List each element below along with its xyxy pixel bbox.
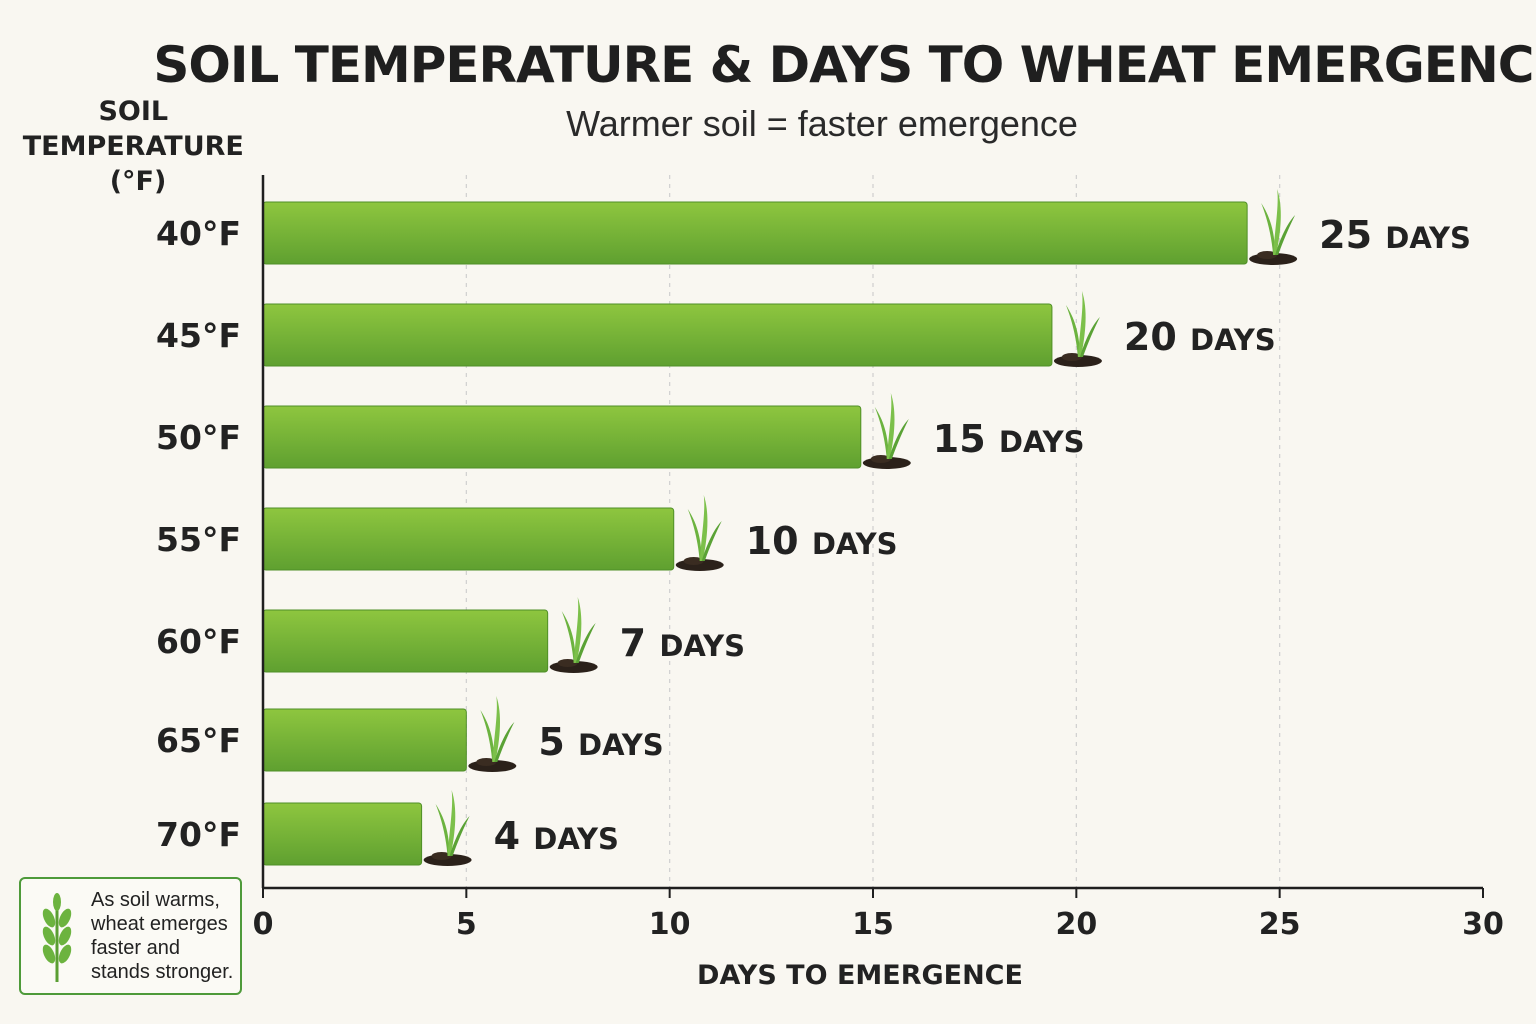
sprout-icon — [423, 790, 472, 866]
x-tick-label-30: 30 — [1462, 907, 1504, 942]
data-label-value: 4 — [494, 814, 534, 858]
info-note: As soil warms, wheat emerges faster and … — [19, 877, 242, 995]
data-label-value: 10 — [746, 519, 812, 563]
data-label-5: 5 DAYS — [538, 720, 663, 764]
category-label-0: 40°F — [156, 214, 241, 253]
data-label-1: 20 DAYS — [1124, 315, 1276, 359]
data-label-value: 25 — [1319, 213, 1385, 257]
sprout-icon — [549, 597, 598, 673]
data-label-6: 4 DAYS — [494, 814, 619, 858]
x-tick-label-10: 10 — [649, 907, 691, 942]
y-axis-title-line-1: SOIL — [98, 96, 168, 127]
category-label-3: 55°F — [156, 520, 241, 559]
bar-2 — [262, 405, 862, 469]
bars: 40°F 25 DAYS 45°F 20 DAYS 50°F 15 DAYS 55°F 10 … — [156, 189, 1471, 866]
bar-4 — [262, 609, 549, 673]
x-tick-label-5: 5 — [456, 907, 477, 942]
category-label-2: 50°F — [156, 418, 241, 457]
sprout-icon — [468, 696, 517, 772]
data-label-value: 7 — [620, 621, 660, 665]
y-axis-title: SOIL TEMPERATURE (°F) — [23, 96, 254, 197]
bar-3 — [262, 507, 675, 571]
data-label-value: 15 — [933, 417, 999, 461]
axes: 0 5 10 15 20 25 30 — [253, 175, 1504, 942]
bar-1 — [262, 303, 1053, 367]
x-tick-label-0: 0 — [253, 907, 274, 942]
x-axis-title: DAYS TO EMERGENCE — [697, 960, 1023, 991]
x-tick-label-15: 15 — [852, 907, 894, 942]
data-label-3: 10 DAYS — [746, 519, 898, 563]
category-label-4: 60°F — [156, 622, 241, 661]
chart-subtitle: Warmer soil = faster emergence — [566, 103, 1078, 144]
data-label-value: 5 — [538, 720, 578, 764]
bar-6 — [262, 802, 423, 866]
data-label-unit: DAYS — [578, 728, 664, 762]
data-label-unit: DAYS — [999, 425, 1085, 459]
data-label-unit: DAYS — [812, 527, 898, 561]
data-label-unit: DAYS — [1190, 323, 1276, 357]
category-label-5: 65°F — [156, 721, 241, 760]
sprout-icon — [675, 495, 724, 571]
data-label-4: 7 DAYS — [620, 621, 745, 665]
data-label-2: 15 DAYS — [933, 417, 1085, 461]
chart-title: SOIL TEMPERATURE & DAYS TO WHEAT EMERGEN… — [153, 36, 1536, 94]
bar-5 — [262, 708, 467, 772]
x-tick-label-25: 25 — [1259, 907, 1301, 942]
data-label-unit: DAYS — [533, 822, 619, 856]
category-label-6: 70°F — [156, 815, 241, 854]
y-axis-title-line-2: TEMPERATURE — [23, 131, 244, 162]
category-label-1: 45°F — [156, 316, 241, 355]
wheat-icon — [42, 893, 72, 982]
y-axis-title-line-3: (°F) — [110, 166, 167, 197]
sprout-icon — [1249, 189, 1298, 265]
bar-0 — [262, 201, 1248, 265]
data-label-unit: DAYS — [659, 629, 745, 663]
sprout-icon — [862, 393, 911, 469]
sprout-icon — [1053, 291, 1102, 367]
note-text: As soil warms, wheat emerges faster and … — [91, 889, 234, 983]
x-tick-label-20: 20 — [1055, 907, 1097, 942]
data-label-0: 25 DAYS — [1319, 213, 1471, 257]
data-label-unit: DAYS — [1385, 221, 1471, 255]
data-label-value: 20 — [1124, 315, 1190, 359]
